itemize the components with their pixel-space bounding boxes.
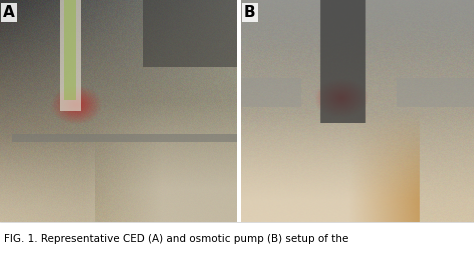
Bar bbox=[237, 0, 241, 222]
Text: FIG. 1. Representative CED (A) and osmotic pump (B) setup of the: FIG. 1. Representative CED (A) and osmot… bbox=[4, 234, 348, 244]
Text: A: A bbox=[3, 5, 15, 20]
Text: B: B bbox=[244, 5, 255, 20]
